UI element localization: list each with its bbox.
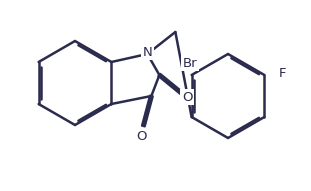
Text: N: N bbox=[142, 45, 152, 58]
Text: O: O bbox=[136, 129, 146, 142]
Text: Br: Br bbox=[182, 57, 197, 70]
Text: O: O bbox=[182, 91, 193, 104]
Text: F: F bbox=[278, 66, 286, 79]
